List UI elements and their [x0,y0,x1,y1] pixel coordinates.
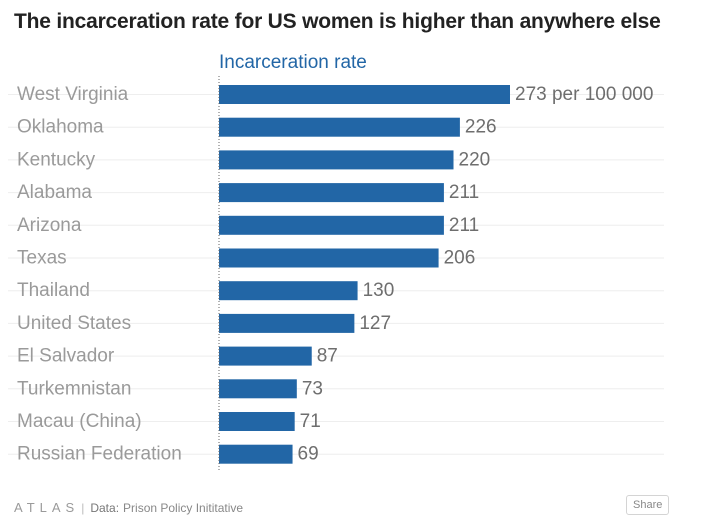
value-label: 87 [317,346,338,367]
category-label: West Virginia [17,84,129,105]
category-label: Thailand [17,280,90,301]
share-button[interactable]: Share [626,495,670,515]
bar[interactable] [219,412,295,431]
value-label: 220 [459,149,491,170]
value-label: 206 [444,248,476,269]
data-source[interactable]: Prison Policy Inititative [123,500,244,515]
category-label: Macau (China) [17,411,142,432]
footer: ATLAS | Data: Prison Policy Inititative [14,500,243,515]
value-label: 273 per 100 000 [515,84,653,105]
footer-separator: | [81,500,85,515]
value-label: 211 [449,215,479,236]
value-label: 73 [302,378,323,399]
bar[interactable] [219,346,312,366]
bar[interactable] [219,444,293,464]
bar[interactable] [219,281,358,301]
bar[interactable] [219,183,444,203]
value-label: 69 [298,444,319,465]
category-label: El Salvador [17,346,115,367]
category-label: Turkemnistan [17,378,131,399]
bar[interactable] [219,117,460,137]
bar[interactable] [219,379,297,399]
category-label: Alabama [17,182,92,203]
bar[interactable] [219,85,510,104]
chart-title: The incarceration rate for US women is h… [14,10,661,33]
value-label: 211 [449,182,479,203]
category-label: Oklahoma [17,117,104,138]
data-label: Data: [90,500,120,515]
bar[interactable] [219,313,355,333]
atlas-logo[interactable]: ATLAS [14,500,80,515]
category-label: United States [17,313,131,334]
value-label: 71 [300,411,321,432]
bar-chart: Incarceration rate West Virginia 273 per 1… [8,52,664,470]
bar[interactable] [219,150,454,170]
value-label: 226 [465,117,497,138]
category-label: Texas [17,248,67,269]
bar[interactable] [219,248,439,268]
value-label: 130 [363,280,395,301]
category-label: Russian Federation [17,444,182,465]
category-label: Arizona [17,215,82,236]
category-label: Kentucky [17,149,96,170]
value-label: 127 [359,313,391,334]
bar[interactable] [219,215,444,235]
series-header: Incarceration rate [219,52,367,73]
